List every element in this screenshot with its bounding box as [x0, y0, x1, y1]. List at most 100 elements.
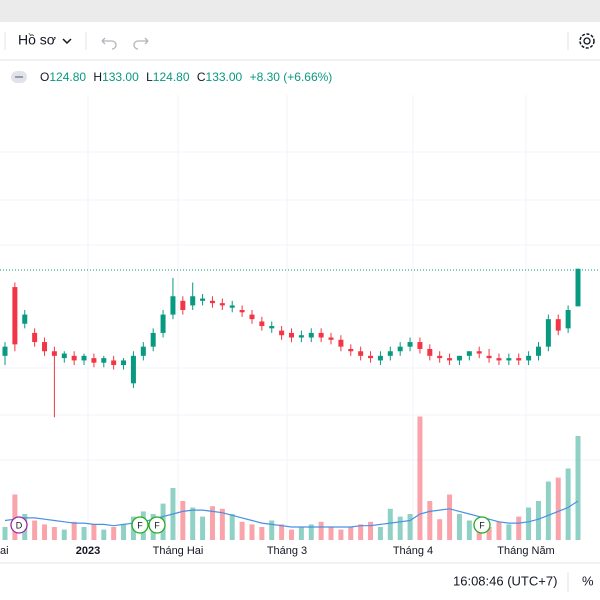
candle-body — [526, 355, 532, 361]
volume-bar — [298, 527, 304, 540]
candle-body — [190, 296, 196, 306]
volume-bar — [575, 436, 581, 540]
candle-body — [219, 303, 225, 306]
candle-body — [121, 360, 127, 365]
event-marker[interactable] — [131, 516, 149, 534]
volume-bar — [348, 527, 354, 540]
event-label: F — [137, 520, 143, 530]
x-tick-label: 2023 — [76, 545, 100, 557]
volume-bar — [259, 527, 265, 540]
volume-bar — [71, 521, 77, 540]
event-marker[interactable] — [473, 516, 491, 534]
candle-body — [298, 335, 304, 338]
candle-body — [259, 321, 265, 327]
candle-body — [496, 358, 502, 361]
candle-body — [437, 355, 443, 359]
candle-body — [545, 319, 551, 347]
volume-bar — [526, 507, 532, 540]
candle-body — [575, 268, 581, 307]
candle-body — [476, 351, 482, 354]
legend-value: 133.00 — [102, 70, 139, 84]
volume-bar — [466, 520, 472, 540]
candle-body — [516, 358, 522, 361]
candle-body — [42, 342, 48, 352]
candle-body — [308, 332, 314, 338]
candle-body — [81, 355, 87, 361]
volume-bar — [437, 519, 443, 540]
redo-button[interactable] — [133, 37, 149, 50]
candle-body — [32, 332, 38, 343]
candle-body — [407, 342, 413, 347]
candle-body — [170, 296, 176, 315]
candle-body — [51, 351, 57, 356]
event-label: F — [154, 520, 160, 530]
volume-bar — [121, 524, 127, 540]
candle-body — [427, 348, 433, 356]
x-tick-label: ai — [0, 545, 9, 557]
percent-toggle[interactable]: % — [582, 573, 594, 588]
volume-bar — [338, 529, 344, 540]
grid — [0, 95, 600, 540]
volume-bar — [239, 521, 245, 540]
event-marker[interactable] — [148, 516, 166, 534]
volume-bar — [407, 514, 413, 540]
volume-bar — [249, 524, 255, 540]
volume-bar — [269, 520, 275, 540]
candle-body — [209, 300, 215, 304]
candle-body — [318, 332, 324, 338]
profile-menu[interactable]: Hồ sơ — [18, 32, 56, 48]
volume-bar — [496, 521, 502, 540]
window-top — [0, 0, 600, 22]
candle-body — [71, 355, 77, 361]
toolbar — [0, 22, 600, 60]
candle-body — [140, 346, 146, 356]
candle-body — [338, 339, 344, 347]
event-markers: D F F F — [10, 516, 491, 534]
volume-bar — [318, 521, 324, 540]
volume-bar — [91, 524, 97, 540]
candle-body — [160, 314, 166, 333]
time-axis: ai 2023 Tháng Hai Tháng 3 Tháng 4 Tháng … — [0, 545, 555, 557]
event-label: D — [16, 520, 23, 530]
clock: 16:08:46 (UTC+7) — [453, 573, 557, 588]
candle-body — [269, 326, 275, 329]
volume-bar — [328, 527, 334, 540]
candle-body — [417, 342, 423, 349]
legend-label: O — [40, 70, 49, 84]
dropdown-caret[interactable] — [62, 38, 72, 45]
volume-bar — [456, 514, 462, 540]
volume-bar — [358, 524, 364, 540]
volume-bar — [180, 501, 186, 540]
event-label: F — [479, 520, 485, 530]
volume-bar — [486, 527, 492, 540]
settings-button[interactable] — [579, 33, 595, 49]
volume-bar — [2, 527, 8, 540]
x-tick-label: Tháng Hai — [153, 545, 204, 557]
candle-body — [456, 355, 462, 361]
legend-value: 124.80 — [153, 70, 190, 84]
candle-body — [447, 358, 453, 361]
volume-bar — [51, 527, 57, 540]
volume-bar — [555, 477, 561, 540]
candle-body — [397, 346, 403, 352]
candle-body — [249, 314, 255, 320]
volume-bar — [279, 524, 285, 540]
event-marker[interactable] — [10, 516, 28, 534]
legend-label: H — [93, 70, 102, 84]
candle-body — [555, 319, 561, 331]
candle-body — [348, 348, 354, 352]
legend-change: +8.30 (+6.66%) — [250, 70, 333, 84]
candle-body — [111, 360, 117, 365]
candle-body — [180, 300, 186, 310]
volume-bar — [219, 508, 225, 540]
volume-bar — [377, 527, 383, 540]
undo-button[interactable] — [101, 37, 117, 50]
candle-body — [328, 337, 334, 340]
candle-body — [368, 355, 374, 359]
legend-label: C — [197, 70, 206, 84]
candle-body — [2, 346, 8, 356]
candle-body — [358, 351, 364, 356]
volume-bar — [565, 468, 571, 540]
volume-bar — [190, 507, 196, 540]
